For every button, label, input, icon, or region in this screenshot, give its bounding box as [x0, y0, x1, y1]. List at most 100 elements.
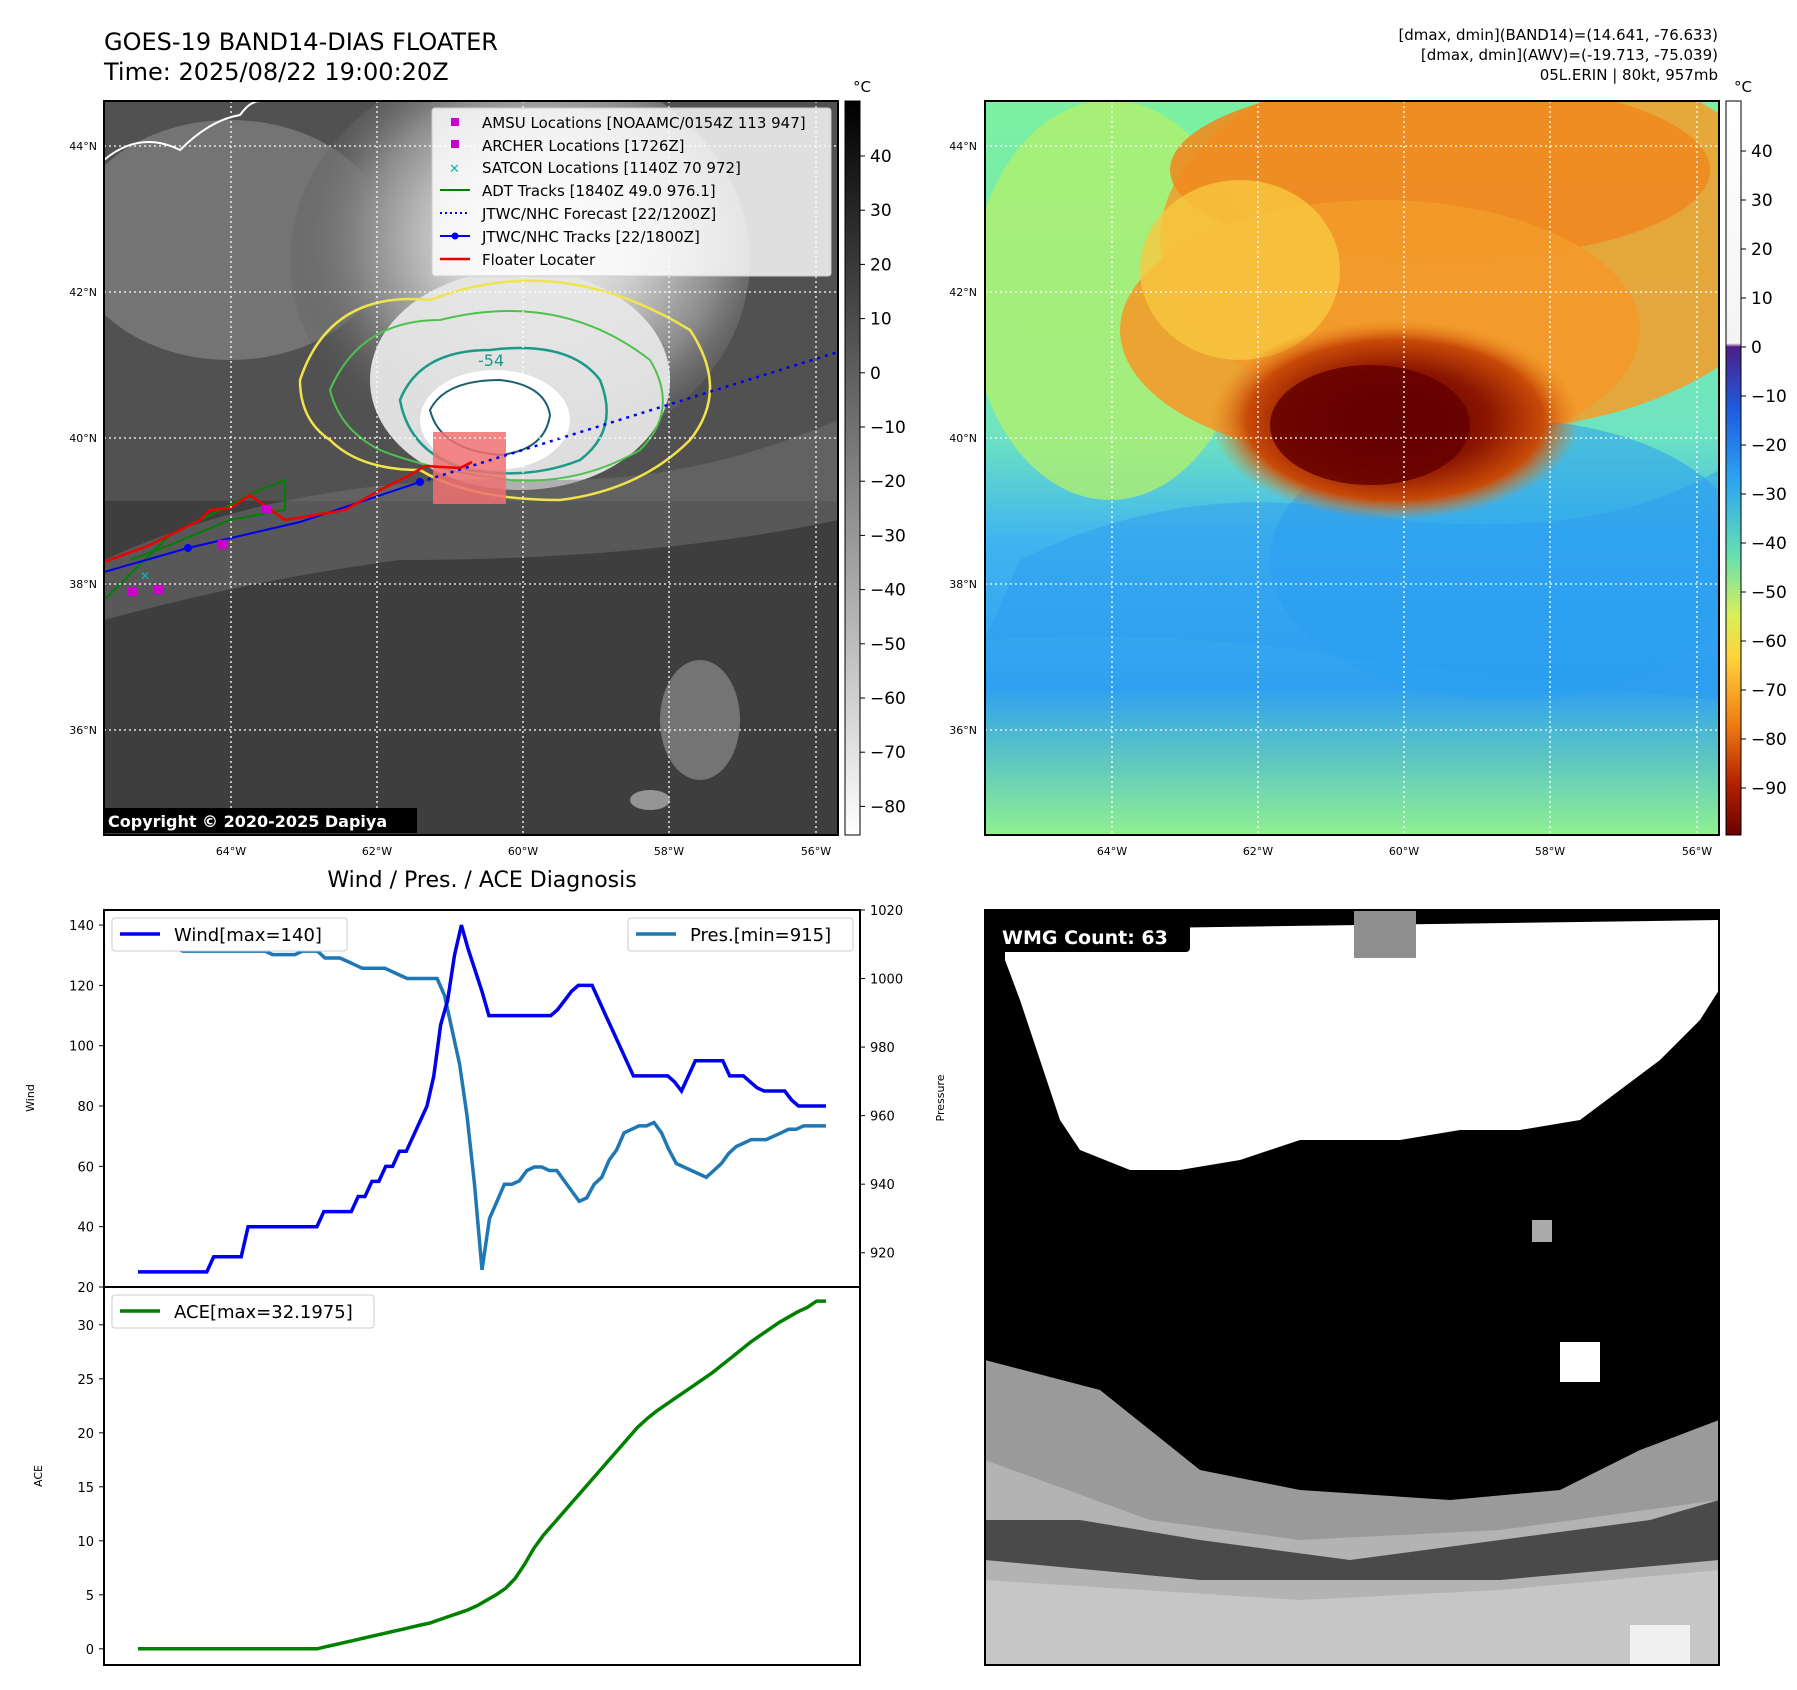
ir-gridlines [104, 101, 838, 835]
wind-axis-label: Wind [24, 1084, 37, 1112]
colorbar-tick-label: −50 [870, 635, 906, 655]
lon-tick-label: 56°W [1682, 845, 1712, 858]
colorbar-tick-label: −90 [1751, 779, 1787, 799]
amsu-marker [128, 587, 137, 596]
lon-tick-label: 60°W [1389, 845, 1419, 858]
pressure-tick-label: 960 [870, 1110, 895, 1125]
wmg-gray-block [1532, 1220, 1552, 1242]
colorbar-tick-label: −10 [1751, 387, 1787, 407]
colorbar-tick-label: −40 [870, 581, 906, 601]
ir-lat-labels: 44°N 42°N 40°N 38°N 36°N [69, 140, 97, 737]
archer-marker [218, 540, 227, 549]
legend-label-jtwc: JTWC/NHC Tracks [22/1800Z] [481, 228, 700, 246]
awv-lat-labels: 44°N 42°N 40°N 38°N 36°N [949, 140, 977, 737]
jtwc-track-point [184, 544, 192, 552]
colorbar-tick-label: 30 [1751, 191, 1773, 211]
colorbar-tick-label: −80 [870, 797, 906, 817]
wmg-white-region [1005, 920, 1719, 1170]
ace-tick-label: 30 [77, 1319, 94, 1334]
wmg-white-block [1560, 1342, 1600, 1382]
wind-tick-label: 100 [69, 1040, 94, 1055]
colorbar-tick-label: 20 [870, 255, 892, 275]
wmg-frame [984, 909, 1720, 1666]
wmg-gray-block [1354, 910, 1416, 958]
lat-tick-label: 40°N [69, 432, 97, 445]
wind-tick-label: 60 [77, 1160, 94, 1175]
wind-tick-label: 120 [69, 979, 94, 994]
pressure-tick-label: 920 [870, 1247, 895, 1262]
ir-legend: AMSU Locations [NOAAMC/0154Z 113 947] AR… [431, 107, 832, 277]
ir-colorbar-unit: °C [853, 78, 871, 96]
wind-tick-label: 80 [77, 1100, 94, 1115]
legend-marker-jtwc-dot [451, 232, 459, 240]
legend-label-adt: ADT Tracks [1840Z 49.0 976.1] [482, 182, 716, 200]
pressure-axis-label: Pressure [934, 1074, 947, 1121]
ace-tick-label: 25 [77, 1373, 94, 1388]
ace-tick-label: 0 [86, 1643, 94, 1658]
lat-tick-label: 38°N [949, 578, 977, 591]
lon-tick-label: 60°W [508, 845, 538, 858]
ace-legend-box [111, 1294, 375, 1329]
wind-tick-label: 40 [77, 1221, 94, 1236]
wind-axis-ticks: 20 40 60 80 100 120 140 [69, 919, 104, 1296]
figure-time: Time: 2025/08/22 19:00:20Z [103, 58, 449, 86]
colorbar-tick-label: −40 [1751, 534, 1787, 554]
wind-legend-box [111, 917, 348, 952]
awv-colorbar: °C 40 30 20 10 0 −10 −20 −30 −40 −50 −60 −70 −80 −90 [1725, 78, 1787, 836]
contour-green [328, 310, 664, 482]
lon-tick-label: 62°W [362, 845, 392, 858]
colorbar-tick-label: −60 [1751, 632, 1787, 652]
lat-tick-label: 44°N [949, 140, 977, 153]
contour-yellow [298, 279, 712, 502]
pressure-tick-label: 1000 [870, 973, 903, 988]
coastline [104, 101, 261, 161]
colorbar-tick-label: 10 [870, 310, 892, 330]
info-awv: [dmax, dmin](AWV)=(-19.713, -75.039) [1421, 46, 1718, 64]
ace-legend-label: ACE[max=32.1975] [174, 1302, 353, 1323]
awv-map-panel [984, 100, 1720, 836]
pressure-tick-label: 940 [870, 1178, 895, 1193]
ace-tick-label: 15 [77, 1481, 94, 1496]
wind-axes-frame [103, 909, 861, 1288]
pressure-tick-label: 1020 [870, 904, 903, 919]
jtwc-forecast [419, 350, 838, 484]
colorbar-tick-label: −30 [1751, 485, 1787, 505]
legend-label-forecast: JTWC/NHC Forecast [22/1200Z] [481, 205, 716, 223]
ir-lon-labels: 64°W 62°W 60°W 58°W 56°W [216, 845, 831, 858]
pressure-tick-label: 980 [870, 1041, 895, 1056]
colorbar-tick-label: −60 [870, 689, 906, 709]
lon-tick-label: 58°W [654, 845, 684, 858]
legend-box [431, 107, 832, 277]
colorbar-tick-label: 10 [1751, 289, 1773, 309]
colorbar-tick-label: 20 [1751, 240, 1773, 260]
ir-map-frame [103, 100, 839, 836]
legend-label-floater: Floater Locater [482, 251, 596, 269]
colorbar-tick-label: −10 [870, 418, 906, 438]
awv-lon-labels: 64°W 62°W 60°W 58°W 56°W [1097, 845, 1712, 858]
jtwc-track-point [416, 478, 424, 486]
legend-label-amsu: AMSU Locations [NOAAMC/0154Z 113 947] [482, 114, 806, 132]
legend-marker-archer [451, 140, 459, 148]
colorbar-tick-label: −70 [870, 743, 906, 763]
colorbar-tick-label: 0 [1751, 338, 1762, 358]
awv-colorbar-bar [1725, 100, 1742, 836]
wmg-panel: WMG Count: 63 [984, 909, 1720, 1666]
colorbar-tick-label: 30 [870, 201, 892, 221]
copyright-text: Copyright © 2020-2025 Dapiya [108, 812, 387, 831]
legend-marker-satcon: ✕ [449, 162, 460, 177]
lon-tick-label: 64°W [1097, 845, 1127, 858]
colorbar-tick-label: −80 [1751, 730, 1787, 750]
lat-tick-label: 42°N [69, 286, 97, 299]
colorbar-tick-label: −20 [870, 472, 906, 492]
ace-axis-ticks: 0 5 10 15 20 25 30 [77, 1319, 104, 1658]
awv-colorbar-unit: °C [1734, 78, 1752, 96]
ace-axis-label: ACE [32, 1465, 45, 1487]
archer-marker [262, 505, 271, 514]
ace-tick-label: 20 [77, 1427, 94, 1442]
lon-tick-label: 64°W [216, 845, 246, 858]
colorbar-tick-label: −30 [870, 526, 906, 546]
legend-marker-amsu [451, 118, 459, 126]
wind-tick-label: 20 [77, 1281, 94, 1296]
pres-legend-box [627, 917, 854, 952]
